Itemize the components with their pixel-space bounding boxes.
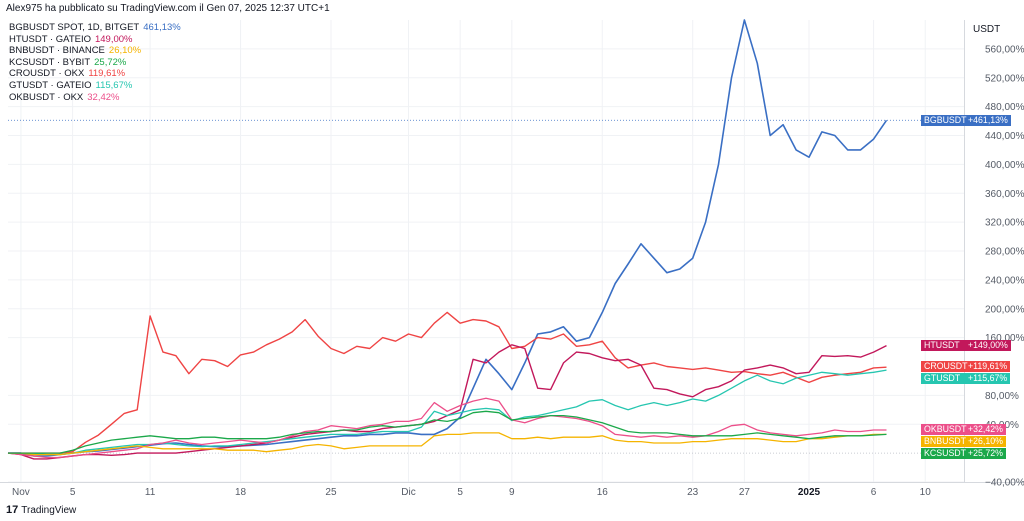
price-tag-name: HTUSDT bbox=[924, 340, 960, 351]
legend-name: CROUSDT · OKX bbox=[9, 68, 85, 80]
x-tick-label: 11 bbox=[145, 487, 156, 498]
legend-row[interactable]: HTUSDT · GATEIO 149,00% bbox=[9, 34, 181, 46]
price-tag-value: +119,61% bbox=[968, 361, 1008, 372]
price-tag-crousdt: CROUSDT +119,61% bbox=[921, 361, 1011, 373]
legend-name: OKBUSDT · OKX bbox=[9, 91, 84, 103]
tradingview-brand[interactable]: 17 TradingView bbox=[6, 504, 76, 516]
series-line-kcsusdt[interactable] bbox=[8, 410, 887, 454]
legend-value: 119,61% bbox=[88, 68, 126, 80]
legend-row[interactable]: GTUSDT · GATEIO 115,67% bbox=[9, 80, 181, 92]
price-tag-kcsusdt: KCSUSDT +25,72% bbox=[921, 447, 1006, 459]
price-tag-bgbusdt: BGBUSDT +461,13% bbox=[921, 114, 1011, 126]
series-line-gtusdt[interactable] bbox=[8, 369, 887, 456]
legend-value: 25,72% bbox=[94, 56, 127, 68]
x-tick-label: 23 bbox=[687, 487, 699, 498]
legend-row[interactable]: OKBUSDT · OKX 32,42% bbox=[9, 92, 181, 104]
series-line-htusdt[interactable] bbox=[7, 344, 887, 460]
unit-label: USDT bbox=[973, 24, 1001, 35]
y-tick-label: 160,00% bbox=[985, 333, 1024, 344]
brand-text: TradingView bbox=[21, 504, 77, 516]
series-line-bnbusdt[interactable] bbox=[8, 432, 887, 456]
legend-name: BGBUSDT SPOT, 1D, BITGET bbox=[9, 22, 140, 33]
legend-name: BNBUSDT · BINANCE bbox=[9, 45, 105, 57]
x-tick-label: 27 bbox=[739, 487, 751, 498]
y-tick-label: 480,00% bbox=[985, 102, 1024, 113]
x-tick-label: 10 bbox=[920, 487, 932, 498]
legend-name: GTUSDT · GATEIO bbox=[9, 79, 92, 91]
x-tick-label: 6 bbox=[871, 487, 877, 498]
legend-name: HTUSDT · GATEIO bbox=[9, 33, 91, 45]
price-tag-okbusdt: OKBUSDT +32,42% bbox=[921, 424, 1006, 436]
legend-row[interactable]: BNBUSDT · BINANCE 26,10% bbox=[9, 45, 181, 57]
tradingview-logo-icon: 17 bbox=[6, 504, 19, 516]
series-line-bgbusdt[interactable] bbox=[8, 19, 888, 457]
price-tag-bnbusdt: BNBUSDT +26,10% bbox=[921, 436, 1006, 448]
price-tag-value: +461,13% bbox=[968, 114, 1008, 125]
y-tick-label: 240,00% bbox=[985, 275, 1024, 286]
series-lines bbox=[7, 19, 888, 460]
price-tag-name: KCSUSDT bbox=[924, 447, 967, 458]
publisher-header: Alex975 ha pubblicato su TradingView.com… bbox=[6, 3, 330, 14]
price-tag-name: BGBUSDT bbox=[924, 114, 967, 125]
x-tick-label: 2025 bbox=[798, 487, 821, 498]
y-axis-ticks: 560,00% 520,00% 480,00% 440,00% 400,00% 360,0… bbox=[985, 44, 1024, 488]
x-tick-label: Nov bbox=[12, 487, 30, 498]
price-tag-name: CROUSDT bbox=[924, 361, 968, 372]
x-axis-ticks: Nov 5 11 18 25 Dic 5 9 16 23 27 2025 6 10 bbox=[12, 487, 931, 498]
legend-name: KCSUSDT · BYBIT bbox=[9, 56, 91, 68]
y-tick-label: 200,00% bbox=[985, 304, 1024, 315]
x-tick-label: Dic bbox=[401, 487, 415, 498]
price-tag-value: +25,72% bbox=[968, 447, 1003, 458]
x-tick-label: 16 bbox=[597, 487, 609, 498]
price-tag-name: BNBUSDT bbox=[924, 436, 967, 447]
x-tick-label: 18 bbox=[235, 487, 247, 498]
legend-value: 26,10% bbox=[108, 45, 142, 57]
x-tick-label: 9 bbox=[509, 487, 515, 498]
x-tick-label: 5 bbox=[70, 487, 76, 498]
x-tick-label: 5 bbox=[457, 487, 463, 498]
y-tick-label: 440,00% bbox=[985, 131, 1024, 142]
y-tick-label: 400,00% bbox=[985, 160, 1024, 171]
price-tag-htusdt: HTUSDT +149,00% bbox=[921, 340, 1011, 352]
y-tick-label: 280,00% bbox=[985, 247, 1024, 258]
price-tag-value: +32,42% bbox=[968, 424, 1003, 435]
series-line-okbusdt[interactable] bbox=[7, 397, 887, 459]
legend-value: 115,67% bbox=[95, 79, 133, 91]
legend-row[interactable]: BGBUSDT SPOT, 1D, BITGET 461,13% bbox=[9, 22, 181, 34]
y-tick-label: 360,00% bbox=[985, 189, 1024, 200]
price-tag-value: +149,00% bbox=[968, 340, 1008, 351]
legend: BGBUSDT SPOT, 1D, BITGET 461,13% HTUSDT ·… bbox=[9, 22, 181, 103]
y-tick-label: 560,00% bbox=[985, 44, 1024, 55]
price-tag-gtusdt: GTUSDT +115,67% bbox=[921, 373, 1011, 385]
legend-value: 461,13% bbox=[143, 22, 181, 33]
y-tick-label: 520,00% bbox=[985, 73, 1024, 84]
legend-row[interactable]: CROUSDT · OKX 119,61% bbox=[9, 68, 181, 80]
price-tag-value: +115,67% bbox=[968, 373, 1008, 384]
price-tag-name: GTUSDT bbox=[924, 373, 961, 384]
y-tick-label: 80,00% bbox=[985, 391, 1019, 402]
zero-line bbox=[8, 119, 964, 454]
price-tag-value: +26,10% bbox=[968, 436, 1003, 447]
x-tick-label: 25 bbox=[325, 487, 337, 498]
y-tick-label: 320,00% bbox=[985, 218, 1024, 229]
y-tick-label: −40,00% bbox=[985, 478, 1024, 489]
series-line-crousdt[interactable] bbox=[8, 311, 887, 454]
legend-value: 149,00% bbox=[94, 33, 133, 45]
price-tag-name: OKBUSDT bbox=[924, 424, 967, 435]
legend-row[interactable]: KCSUSDT · BYBIT 25,72% bbox=[9, 57, 181, 69]
legend-value: 32,42% bbox=[87, 91, 120, 103]
